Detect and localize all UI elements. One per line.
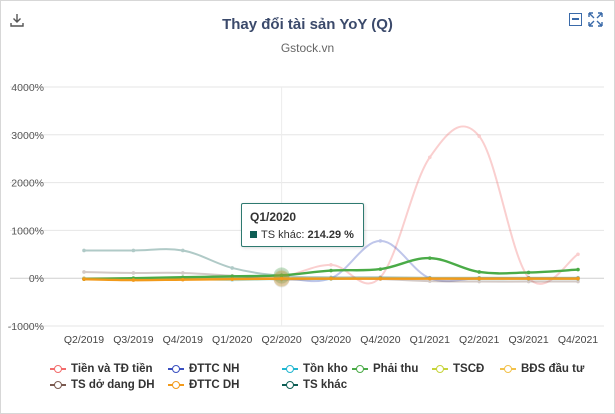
- data-point: [526, 270, 531, 275]
- series-7: [82, 270, 580, 287]
- y-tick-label: 0%: [29, 273, 44, 285]
- x-tick-label: Q2/2021: [459, 334, 499, 346]
- legend-marker: [500, 364, 516, 374]
- legend-label: BĐS đầu tư: [521, 363, 585, 375]
- legend-marker: [168, 364, 184, 374]
- tooltip-title: Q1/2020: [250, 210, 297, 224]
- line-chart: 4000% 3000% 2000% 1000% 0% -1000% Q2/2019 Q3/20…: [8, 82, 604, 346]
- data-point: [576, 279, 580, 284]
- tooltip-series-marker: [250, 231, 257, 238]
- data-point: [131, 271, 136, 275]
- y-tick-label: 1000%: [11, 225, 44, 237]
- x-tick-label: Q1/2020: [212, 334, 252, 346]
- data-point: [230, 266, 234, 270]
- expand-icon[interactable]: [588, 12, 603, 27]
- data-point: [329, 276, 333, 281]
- legend-marker: [282, 364, 298, 374]
- data-point: [477, 276, 482, 281]
- data-point: [82, 277, 86, 281]
- data-point: [181, 271, 185, 275]
- legend-label: TS dở dang DH: [71, 379, 155, 391]
- legend-item[interactable]: ĐTTC NH: [168, 363, 239, 375]
- data-point: [279, 276, 284, 281]
- x-tick-label: Q1/2021: [410, 334, 450, 346]
- data-point: [576, 267, 580, 272]
- legend-item[interactable]: TSCĐ: [432, 363, 484, 375]
- x-tick-label: Q3/2020: [311, 334, 351, 346]
- legend-label: TS khác: [303, 379, 348, 391]
- legend-label: ĐTTC NH: [189, 363, 240, 375]
- data-point: [428, 256, 432, 260]
- data-point: [131, 248, 136, 253]
- data-point: [329, 268, 333, 273]
- x-tick-label: Q4/2019: [163, 334, 203, 346]
- legend-item[interactable]: TS khác: [282, 379, 347, 391]
- data-point: [428, 155, 432, 160]
- x-tick-label: Q3/2019: [113, 334, 153, 346]
- tooltip-row: TS khác: 214.29 %: [250, 229, 354, 241]
- data-point: [526, 279, 531, 284]
- data-point: [181, 277, 185, 282]
- x-tick-label: Q2/2020: [261, 334, 301, 346]
- legend-item[interactable]: TS dở dang DH: [50, 379, 155, 391]
- data-point: [576, 252, 580, 257]
- download-icon[interactable]: [9, 12, 25, 28]
- data-point: [477, 279, 482, 284]
- data-point: [230, 277, 234, 281]
- data-point: [526, 276, 531, 281]
- legend-label: Tồn kho: [303, 363, 348, 375]
- data-point: [279, 273, 284, 278]
- y-tick-label: 2000%: [11, 178, 44, 190]
- data-point: [82, 270, 86, 274]
- y-tick-label: 4000%: [11, 82, 44, 94]
- data-point: [477, 270, 482, 274]
- data-point: [131, 278, 136, 282]
- legend-item[interactable]: Phải thu: [352, 363, 418, 375]
- data-point: [378, 239, 383, 243]
- legend-marker: [168, 380, 184, 390]
- legend-marker: [282, 380, 298, 390]
- tooltip-series-name: TS khác: [261, 229, 302, 241]
- legend-label: ĐTTC DH: [189, 379, 240, 391]
- legend-item[interactable]: Tồn kho: [282, 363, 348, 375]
- legend-item[interactable]: BĐS đầu tư: [500, 363, 584, 375]
- chart-subtitle: Gstock.vn: [280, 41, 335, 55]
- legend-marker: [432, 364, 448, 374]
- legend-marker: [50, 380, 66, 390]
- x-tick-label: Q2/2019: [64, 334, 104, 346]
- tooltip-value: 214.29 %: [307, 229, 354, 241]
- chart-tooltip: Q1/2020 TS khác: 214.29 %: [241, 203, 364, 247]
- data-point: [82, 248, 86, 253]
- x-tick-label: Q4/2020: [360, 334, 400, 346]
- legend-marker: [50, 364, 66, 374]
- data-point: [576, 276, 580, 281]
- chart-title: Thay đổi tài sản YoY (Q): [222, 16, 393, 33]
- legend-item[interactable]: ĐTTC DH: [168, 379, 239, 391]
- data-point: [230, 274, 234, 279]
- legend-marker: [352, 364, 368, 374]
- legend-label: TSCĐ: [453, 363, 485, 375]
- legend-label: Tiền và TĐ tiền: [71, 363, 153, 375]
- data-point: [378, 267, 383, 271]
- y-tick-label: -1000%: [8, 321, 44, 333]
- data-point: [428, 276, 432, 281]
- minimize-icon[interactable]: [569, 13, 582, 26]
- data-point: [378, 276, 383, 281]
- x-tick-label: Q3/2021: [508, 334, 548, 346]
- y-tick-label: 3000%: [11, 130, 44, 142]
- legend-label: Phải thu: [373, 363, 419, 375]
- data-point: [329, 263, 333, 267]
- data-point: [181, 248, 185, 253]
- data-point: [477, 134, 482, 139]
- legend-item[interactable]: Tiền và TĐ tiền: [50, 363, 153, 375]
- x-tick-label: Q4/2021: [558, 334, 598, 346]
